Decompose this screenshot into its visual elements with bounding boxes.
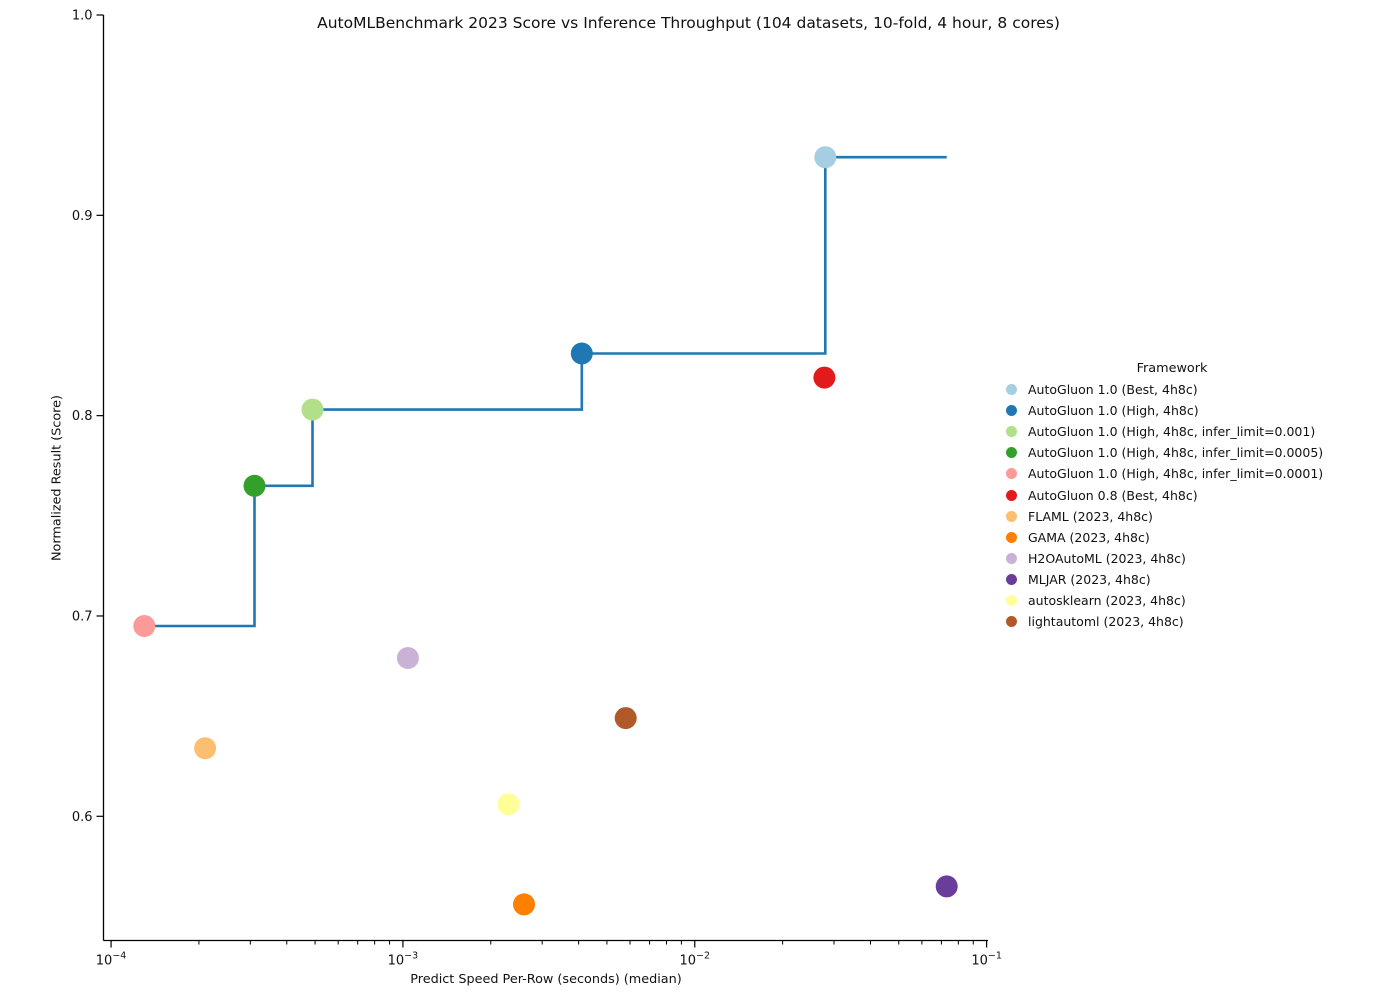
legend-marker bbox=[1006, 573, 1017, 585]
legend-marker bbox=[1006, 405, 1017, 417]
legend-item-label: AutoGluon 1.0 (Best, 4h8c) bbox=[1028, 382, 1198, 398]
pareto-frontier-line bbox=[144, 155, 947, 628]
legend-item-label: lightautoml (2023, 4h8c) bbox=[1028, 614, 1184, 630]
legend-item-label: GAMA (2023, 4h8c) bbox=[1028, 529, 1150, 545]
legend-item: H2OAutoML (2023, 4h8c) bbox=[996, 548, 1348, 569]
legend-item: AutoGluon 1.0 (High, 4h8c, infer_limit=0… bbox=[996, 442, 1348, 463]
data-point: AutoGluon 1.0 (High, 4h8c) bbox=[570, 342, 593, 365]
legend-item: AutoGluon 1.0 (High, 4h8c, infer_limit=0… bbox=[996, 421, 1348, 442]
data-point: FLAML (2023, 4h8c) bbox=[194, 737, 217, 760]
legend-item: AutoGluon 1.0 (Best, 4h8c) bbox=[996, 379, 1348, 400]
x-tick-label: 10−3 bbox=[388, 951, 419, 969]
legend-item: AutoGluon 1.0 (High, 4h8c, infer_limit=0… bbox=[996, 463, 1348, 484]
legend-marker bbox=[1006, 594, 1017, 606]
y-tick-label: 0.8 bbox=[72, 409, 93, 424]
data-point: AutoGluon 1.0 (High, 4h8c, infer_limit=0… bbox=[243, 474, 266, 497]
legend-item: MLJAR (2023, 4h8c) bbox=[996, 569, 1348, 590]
y-tick-label: 1.0 bbox=[72, 9, 93, 24]
y-tick-label: 0.9 bbox=[72, 209, 93, 224]
legend-item-label: AutoGluon 0.8 (Best, 4h8c) bbox=[1028, 487, 1198, 503]
data-point: H2OAutoML (2023, 4h8c) bbox=[396, 647, 419, 669]
legend-item-label: MLJAR (2023, 4h8c) bbox=[1028, 571, 1151, 587]
legend: Framework AutoGluon 1.0 (Best, 4h8c) Auto… bbox=[996, 361, 1348, 632]
y-tick-label: 0.6 bbox=[72, 810, 93, 825]
legend-marker bbox=[1006, 426, 1017, 438]
legend-item-label: AutoGluon 1.0 (High, 4h8c) bbox=[1028, 403, 1199, 419]
legend-item-label: AutoGluon 1.0 (High, 4h8c, infer_limit=0… bbox=[1028, 424, 1316, 440]
legend-item: FLAML (2023, 4h8c) bbox=[996, 506, 1348, 527]
legend-marker bbox=[1006, 531, 1017, 543]
x-axis-label: Predict Speed Per-Row (seconds) (median) bbox=[410, 972, 682, 987]
legend-marker bbox=[1006, 384, 1017, 396]
legend-item-label: FLAML (2023, 4h8c) bbox=[1028, 508, 1153, 524]
chart-title: AutoMLBenchmark 2023 Score vs Inference … bbox=[317, 14, 1060, 32]
data-point: AutoGluon 1.0 (Best, 4h8c) bbox=[814, 146, 837, 169]
y-axis-label: Normalized Result (Score) bbox=[49, 394, 65, 562]
data-point: AutoGluon 1.0 (High, 4h8c, infer_limit=0… bbox=[301, 398, 324, 421]
legend-item: AutoGluon 0.8 (Best, 4h8c) bbox=[996, 484, 1348, 505]
legend-title: Framework bbox=[1136, 361, 1208, 376]
legend-marker bbox=[1006, 468, 1017, 480]
legend-item: AutoGluon 1.0 (High, 4h8c) bbox=[996, 400, 1348, 421]
legend-item: autosklearn (2023, 4h8c) bbox=[996, 590, 1348, 611]
data-point: AutoGluon 1.0 (High, 4h8c, infer_limit=0… bbox=[133, 615, 156, 637]
legend-item-label: AutoGluon 1.0 (High, 4h8c, infer_limit=0… bbox=[1028, 445, 1324, 461]
legend-marker bbox=[1006, 489, 1017, 501]
x-tick-label: 10−4 bbox=[96, 951, 127, 969]
data-point: AutoGluon 0.8 (Best, 4h8c) bbox=[813, 366, 836, 389]
legend-item-label: H2OAutoML (2023, 4h8c) bbox=[1028, 550, 1186, 566]
legend-item-label: AutoGluon 1.0 (High, 4h8c, infer_limit=0… bbox=[1028, 466, 1324, 482]
legend-item-label: autosklearn (2023, 4h8c) bbox=[1028, 592, 1186, 608]
legend-marker bbox=[1006, 552, 1017, 564]
legend-item: GAMA (2023, 4h8c) bbox=[996, 527, 1348, 548]
data-point: GAMA (2023, 4h8c) bbox=[513, 893, 535, 916]
legend-marker bbox=[1006, 447, 1017, 459]
legend-marker bbox=[1006, 510, 1017, 522]
legend-rows: AutoGluon 1.0 (Best, 4h8c) AutoGluon 1.0 … bbox=[996, 379, 1348, 632]
data-point: lightautoml (2023, 4h8c) bbox=[614, 707, 637, 730]
y-tick-label: 0.7 bbox=[72, 609, 93, 624]
legend-marker bbox=[1006, 616, 1017, 628]
x-tick-label: 10−2 bbox=[679, 951, 710, 969]
x-tick-label: 10−1 bbox=[971, 951, 1002, 969]
legend-item: lightautoml (2023, 4h8c) bbox=[996, 611, 1348, 632]
data-point: MLJAR (2023, 4h8c) bbox=[935, 875, 958, 898]
data-point: autosklearn (2023, 4h8c) bbox=[497, 793, 520, 816]
